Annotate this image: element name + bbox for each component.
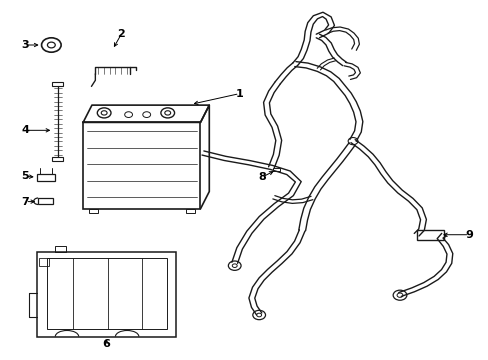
Bar xyxy=(55,246,66,252)
Bar xyxy=(416,230,443,240)
Bar xyxy=(37,252,176,337)
Text: 9: 9 xyxy=(465,230,472,240)
Bar xyxy=(83,122,200,209)
Text: 8: 8 xyxy=(258,172,265,182)
Bar xyxy=(38,198,53,204)
Text: 2: 2 xyxy=(117,29,125,39)
Bar xyxy=(52,82,63,86)
Bar xyxy=(89,209,98,213)
Text: 5: 5 xyxy=(21,171,29,181)
Bar xyxy=(52,157,63,161)
Text: 6: 6 xyxy=(102,339,110,349)
Text: 3: 3 xyxy=(21,40,29,50)
Bar xyxy=(47,258,167,329)
Bar xyxy=(37,174,55,181)
Bar xyxy=(39,258,49,266)
Bar xyxy=(185,209,194,213)
Text: 7: 7 xyxy=(21,197,29,207)
Text: 1: 1 xyxy=(235,89,243,99)
Text: 4: 4 xyxy=(21,125,29,135)
